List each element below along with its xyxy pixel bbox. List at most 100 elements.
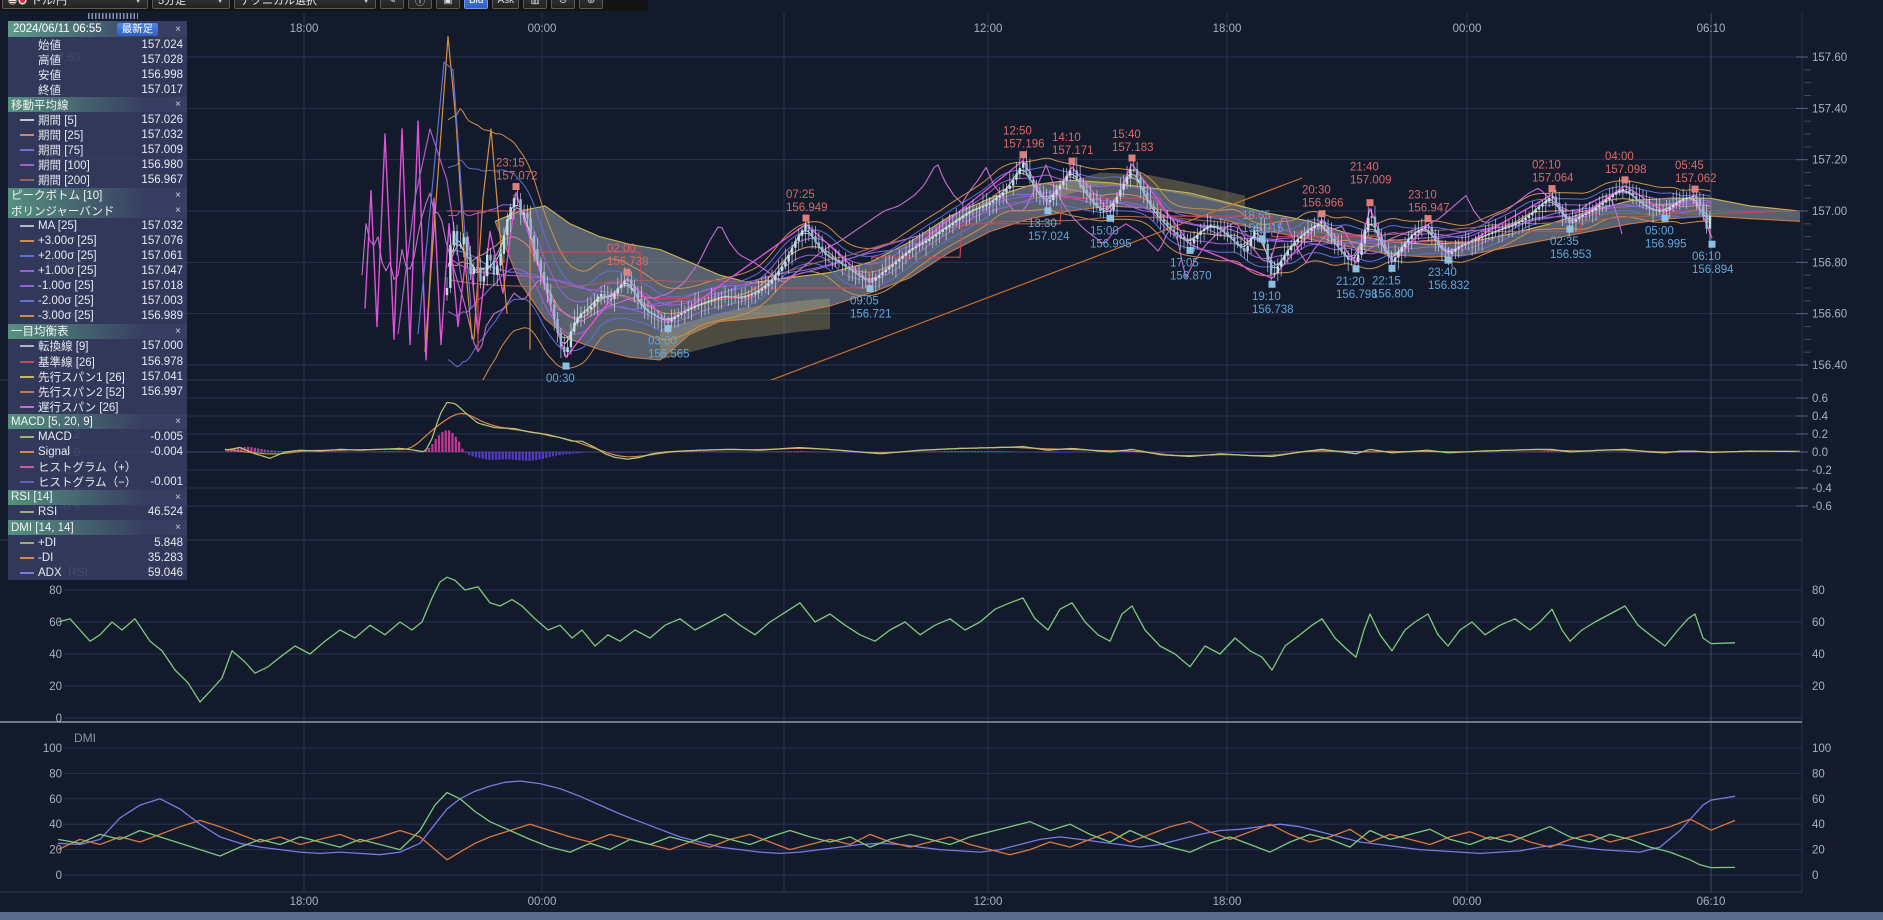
svg-text:60: 60 bbox=[1812, 617, 1825, 629]
series-color-swatch bbox=[20, 164, 34, 167]
indicator-row: 期間 [100] 156.980 bbox=[8, 158, 187, 173]
bottom-scrollbar[interactable] bbox=[0, 912, 1883, 920]
indicator-label: +3.00σ [25] bbox=[38, 234, 97, 247]
bottom-label: 00:30 bbox=[546, 362, 575, 385]
series-color-swatch bbox=[20, 300, 34, 303]
svg-text:02:35: 02:35 bbox=[1550, 236, 1579, 248]
close-icon[interactable]: × bbox=[175, 189, 181, 201]
indicator-label: +2.00σ [25] bbox=[38, 249, 97, 262]
indicator-row: +2.00σ [25] 157.061 bbox=[8, 248, 187, 263]
close-icon[interactable]: × bbox=[175, 522, 181, 534]
indicator-label: ADX bbox=[38, 566, 62, 579]
indicator-label: -2.00σ [25] bbox=[38, 295, 94, 308]
close-icon[interactable]: × bbox=[175, 23, 181, 35]
svg-text:100: 100 bbox=[43, 743, 62, 755]
indicator-value: 157.061 bbox=[141, 249, 183, 262]
ask-button[interactable]: Ask bbox=[492, 0, 520, 9]
zoom-in-button[interactable]: ⊕ bbox=[579, 0, 604, 9]
zoom-out-button[interactable]: ⊖ bbox=[551, 0, 576, 9]
svg-text:00:30: 00:30 bbox=[546, 373, 575, 385]
indicator-row: -DI 35.283 bbox=[8, 550, 187, 565]
indicator-value: 156.967 bbox=[141, 174, 183, 187]
grid bbox=[0, 13, 1803, 893]
svg-text:13:30: 13:30 bbox=[1028, 218, 1057, 230]
svg-text:DMI: DMI bbox=[74, 731, 96, 745]
series-color-swatch bbox=[20, 405, 34, 408]
us-flag-icon bbox=[8, 0, 17, 5]
info-button[interactable]: ⓘ bbox=[408, 0, 432, 9]
draw-tool-button[interactable]: ✎ bbox=[380, 0, 404, 9]
close-icon[interactable]: × bbox=[175, 491, 181, 503]
indicator-value: 5.848 bbox=[154, 536, 183, 549]
series-color-swatch bbox=[20, 345, 34, 348]
series-color-swatch bbox=[20, 149, 34, 152]
svg-text:156.870: 156.870 bbox=[1170, 270, 1212, 282]
indicator-label: 基準線 [26] bbox=[38, 356, 95, 369]
series-color-swatch bbox=[20, 315, 34, 318]
svg-text:156.995: 156.995 bbox=[1090, 238, 1132, 250]
svg-text:156.40: 156.40 bbox=[1812, 360, 1847, 372]
svg-text:40: 40 bbox=[49, 649, 62, 661]
indicator-row: 期間 [200] 156.967 bbox=[8, 173, 187, 188]
indicator-row: MACD -0.005 bbox=[8, 429, 187, 444]
svg-text:156.949: 156.949 bbox=[786, 202, 828, 214]
svg-text:40: 40 bbox=[1812, 819, 1825, 831]
pencil-icon: ✎ bbox=[387, 0, 397, 6]
svg-text:18:00: 18:00 bbox=[290, 896, 319, 908]
series-color-swatch bbox=[20, 571, 34, 574]
svg-text:07:25: 07:25 bbox=[786, 189, 815, 201]
svg-text:04:00: 04:00 bbox=[1605, 151, 1634, 163]
svg-text:21:20: 21:20 bbox=[1336, 276, 1365, 288]
svg-text:156.953: 156.953 bbox=[1550, 249, 1592, 261]
svg-text:00:00: 00:00 bbox=[528, 23, 557, 35]
indicator-label: 期間 [100] bbox=[38, 160, 90, 173]
svg-text:00:00: 00:00 bbox=[1453, 896, 1482, 908]
close-icon[interactable]: × bbox=[175, 99, 181, 111]
svg-text:0.0: 0.0 bbox=[1812, 447, 1828, 459]
svg-text:06:10: 06:10 bbox=[1697, 23, 1726, 35]
svg-text:06:10: 06:10 bbox=[1692, 251, 1721, 263]
close-icon[interactable]: × bbox=[175, 325, 181, 337]
series-color-swatch bbox=[20, 239, 34, 242]
bid-button[interactable]: Bid bbox=[464, 0, 489, 9]
svg-text:156.915: 156.915 bbox=[1242, 223, 1284, 235]
svg-text:05:00: 05:00 bbox=[1645, 225, 1674, 237]
close-icon[interactable]: × bbox=[175, 205, 181, 217]
technical-select[interactable]: テクニカル選択 ▼ bbox=[234, 0, 376, 9]
timeframe-select[interactable]: 5分足 ▼ bbox=[152, 0, 230, 9]
snapshot-button[interactable]: ▣ bbox=[436, 0, 460, 9]
svg-text:17:05: 17:05 bbox=[1170, 257, 1199, 269]
indicator-row: +DI 5.848 bbox=[8, 535, 187, 550]
chart-type-button[interactable]: ▥ bbox=[523, 0, 548, 9]
svg-text:15:00: 15:00 bbox=[1090, 225, 1119, 237]
indicator-section-title: MACD [5, 20, 9] bbox=[11, 415, 93, 428]
star-marker: ★ bbox=[415, 378, 428, 395]
svg-text:18:00: 18:00 bbox=[290, 23, 319, 35]
latest-candle-badge[interactable]: 最新足 bbox=[116, 22, 159, 36]
svg-text:156.565: 156.565 bbox=[648, 349, 690, 361]
indicator-label: -DI bbox=[38, 551, 54, 564]
chevron-down-icon: ▼ bbox=[134, 0, 142, 5]
currency-pair-label: ドル/円 bbox=[31, 0, 68, 7]
svg-text:40: 40 bbox=[1812, 649, 1825, 661]
indicator-value: 157.018 bbox=[141, 280, 183, 293]
panel-drag-handle[interactable] bbox=[88, 13, 138, 19]
close-icon[interactable]: × bbox=[175, 416, 181, 428]
series-color-swatch bbox=[20, 360, 34, 363]
indicator-row: -2.00σ [25] 157.003 bbox=[8, 294, 187, 309]
svg-text:60: 60 bbox=[1812, 794, 1825, 806]
currency-pair-select[interactable]: ドル/円 ▼ bbox=[2, 0, 148, 9]
indicator-section-header: ピークボトム [10] × bbox=[8, 187, 187, 204]
indicator-label: RSI bbox=[38, 506, 58, 519]
svg-text:0.4: 0.4 bbox=[1812, 411, 1829, 423]
